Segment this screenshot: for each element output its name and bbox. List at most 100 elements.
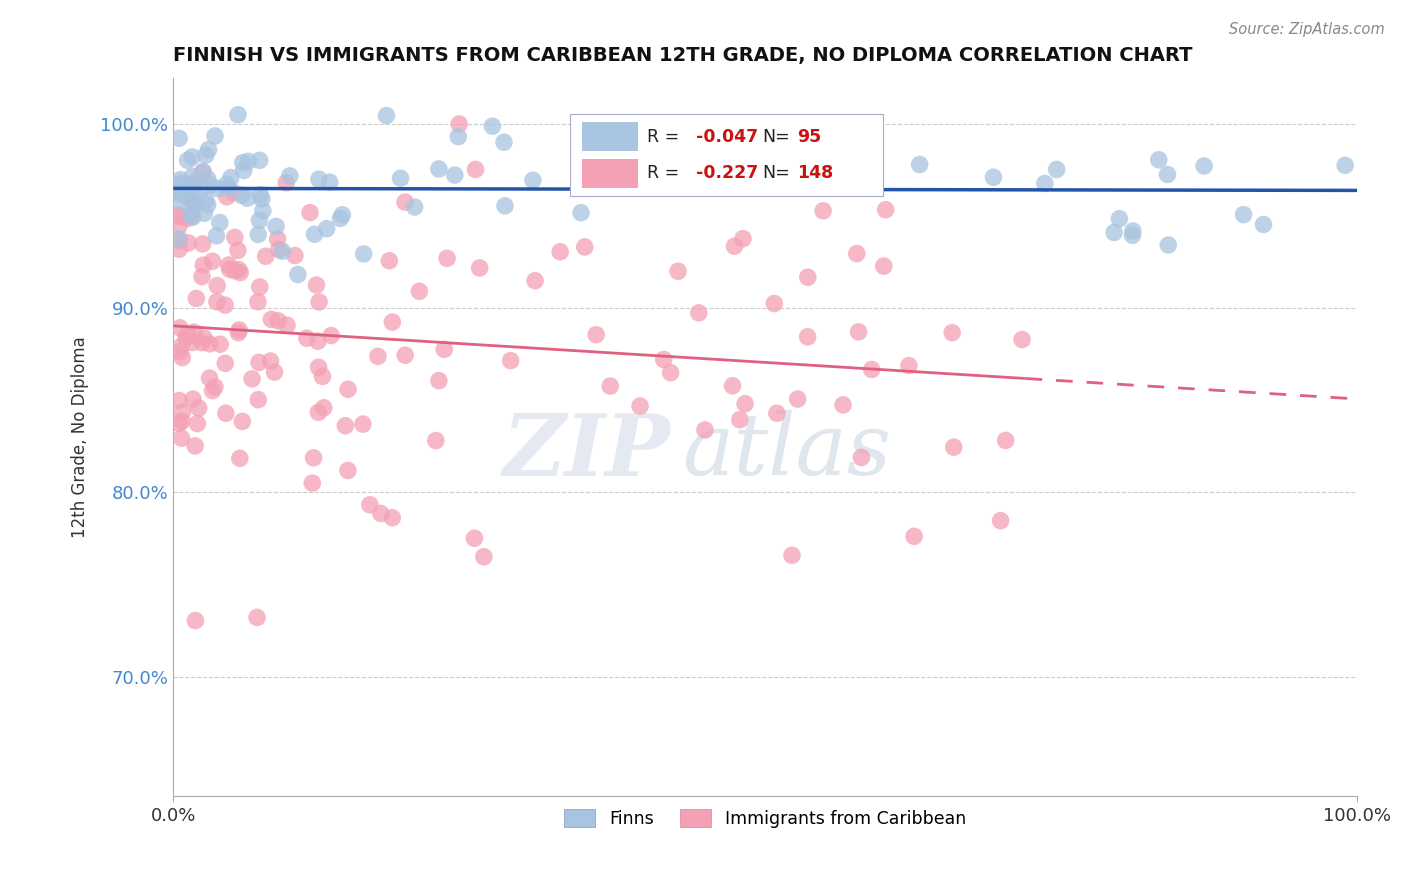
Point	[259, 354, 281, 368]
Point	[267, 314, 290, 328]
Point	[214, 298, 236, 312]
Point	[848, 325, 870, 339]
Point	[247, 392, 270, 407]
Point	[201, 254, 224, 268]
Point	[404, 200, 426, 214]
Point	[205, 228, 228, 243]
Point	[494, 199, 516, 213]
Point	[176, 211, 198, 226]
Point	[207, 181, 229, 195]
Point	[875, 202, 897, 217]
Point	[318, 175, 340, 189]
Point	[215, 190, 238, 204]
Point	[246, 294, 269, 309]
Point	[204, 128, 226, 143]
Point	[308, 360, 330, 375]
Point	[659, 366, 682, 380]
Point	[198, 336, 221, 351]
Point	[775, 121, 797, 136]
Point	[427, 161, 450, 176]
Point	[688, 306, 710, 320]
Point	[443, 168, 465, 182]
Point	[1156, 168, 1178, 182]
Point	[780, 549, 803, 563]
Point	[449, 117, 471, 131]
Point	[315, 221, 337, 235]
Point	[218, 262, 240, 277]
Point	[763, 296, 786, 310]
Point	[1122, 224, 1144, 238]
Point	[236, 154, 259, 169]
Point	[179, 178, 201, 192]
Point	[169, 321, 191, 335]
Point	[218, 258, 240, 272]
Text: -0.047: -0.047	[696, 128, 759, 145]
Point	[167, 242, 190, 256]
Point	[307, 405, 329, 419]
Point	[941, 326, 963, 340]
Text: FINNISH VS IMMIGRANTS FROM CARIBBEAN 12TH GRADE, NO DIPLOMA CORRELATION CHART: FINNISH VS IMMIGRANTS FROM CARIBBEAN 12T…	[173, 46, 1192, 65]
Point	[381, 315, 404, 329]
Point	[170, 414, 193, 428]
Point	[814, 175, 837, 189]
Point	[181, 169, 204, 184]
Point	[375, 109, 398, 123]
Point	[222, 186, 245, 200]
Point	[229, 451, 252, 466]
Point	[232, 163, 254, 178]
Text: -0.227: -0.227	[696, 164, 759, 183]
Text: N=: N=	[762, 164, 790, 183]
Point	[367, 350, 389, 364]
Point	[766, 406, 789, 420]
Point	[224, 264, 246, 278]
Point	[170, 339, 193, 353]
Point	[311, 369, 333, 384]
Point	[983, 170, 1005, 185]
Point	[240, 372, 263, 386]
Point	[548, 244, 571, 259]
Point	[336, 463, 359, 477]
Point	[897, 359, 920, 373]
Point	[1157, 238, 1180, 252]
Point	[197, 198, 219, 212]
Point	[321, 328, 343, 343]
Point	[167, 219, 190, 233]
Point	[177, 327, 200, 342]
Point	[252, 203, 274, 218]
Point	[194, 148, 217, 162]
Point	[169, 344, 191, 359]
Point	[1108, 211, 1130, 226]
Point	[352, 417, 374, 431]
Point	[1011, 333, 1033, 347]
Bar	[582, 122, 638, 151]
Point	[994, 434, 1017, 448]
Point	[873, 259, 896, 273]
Point	[205, 294, 228, 309]
Point	[797, 270, 820, 285]
Point	[353, 247, 375, 261]
Point	[425, 434, 447, 448]
Point	[990, 514, 1012, 528]
Point	[792, 173, 814, 187]
Point	[302, 450, 325, 465]
Point	[312, 401, 335, 415]
Point	[200, 178, 222, 192]
FancyBboxPatch shape	[569, 114, 883, 196]
Point	[254, 249, 277, 263]
Point	[172, 405, 194, 419]
Point	[198, 371, 221, 385]
Point	[167, 417, 190, 431]
Point	[193, 206, 215, 220]
Point	[179, 190, 201, 204]
Point	[1102, 226, 1125, 240]
Point	[193, 164, 215, 178]
Point	[301, 476, 323, 491]
Point	[167, 234, 190, 248]
Point	[167, 393, 190, 408]
Point	[172, 351, 194, 365]
Point	[389, 171, 412, 186]
Point	[308, 172, 330, 186]
Point	[176, 330, 198, 344]
Point	[167, 177, 190, 191]
Point	[181, 335, 204, 350]
